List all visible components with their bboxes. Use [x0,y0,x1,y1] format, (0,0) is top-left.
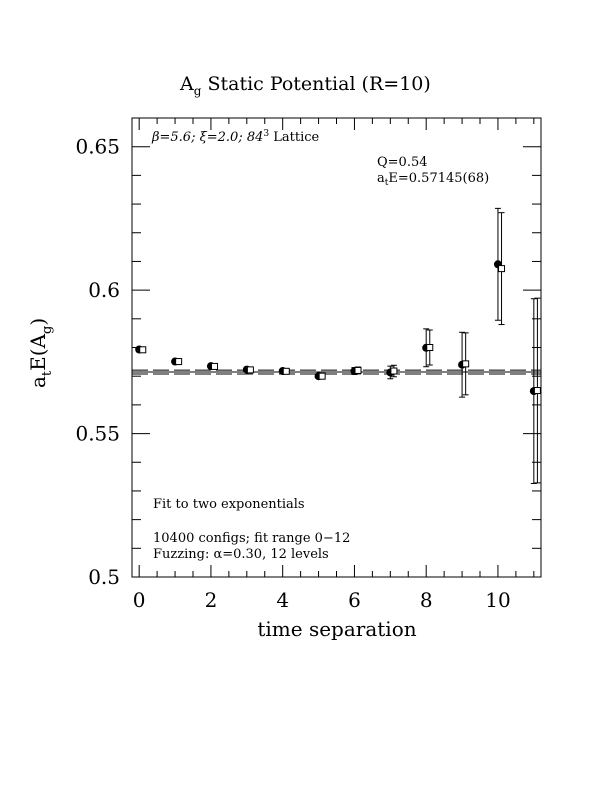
fuzzing-annotation: Fuzzing: α=0.30, 12 levels [153,547,329,562]
x-tick-label: 6 [348,588,361,612]
lattice-annotation: β=5.6; ξ=2.0; 843 Lattice [151,129,320,145]
y-axis-label: atE(Ag) [26,318,55,388]
data-point-open [282,367,290,375]
configs-annotation: 10400 configs; fit range 0−12 [153,531,350,546]
fit-type-annotation: Fit to two exponentials [153,497,305,512]
x-tick-label: 10 [485,588,510,612]
data-point-open [462,360,470,368]
y-tick-label: 0.55 [75,422,120,446]
data-point-open [426,344,434,351]
data-point-open [354,366,362,374]
data-points [135,207,541,484]
q-annotation: Q=0.54 [377,155,428,170]
data-point-open [318,372,326,380]
data-point-open [211,362,219,370]
x-tick-label: 0 [133,588,146,612]
x-tick-label: 2 [205,588,218,612]
fit-value-annotation: atE=0.57145(68) [377,171,489,188]
data-point-open [139,346,147,354]
x-axis-label: time separation [257,617,416,641]
data-point-open [533,387,541,395]
data-point-open [498,265,506,273]
axis-ticks: 0 2 4 6 8 10 0.5 0.55 0.6 0.65 [75,117,541,612]
y-tick-label: 0.6 [88,278,120,302]
data-point-open [390,367,398,375]
chart-title: Ag Static Potential (R=10) [179,73,431,98]
x-tick-label: 4 [276,588,289,612]
fit-band [132,369,541,375]
data-point-open [246,366,254,374]
x-tick-label: 8 [420,588,433,612]
y-tick-label: 0.5 [88,565,120,589]
y-tick-label: 0.65 [75,135,120,159]
data-point-open [175,358,183,366]
